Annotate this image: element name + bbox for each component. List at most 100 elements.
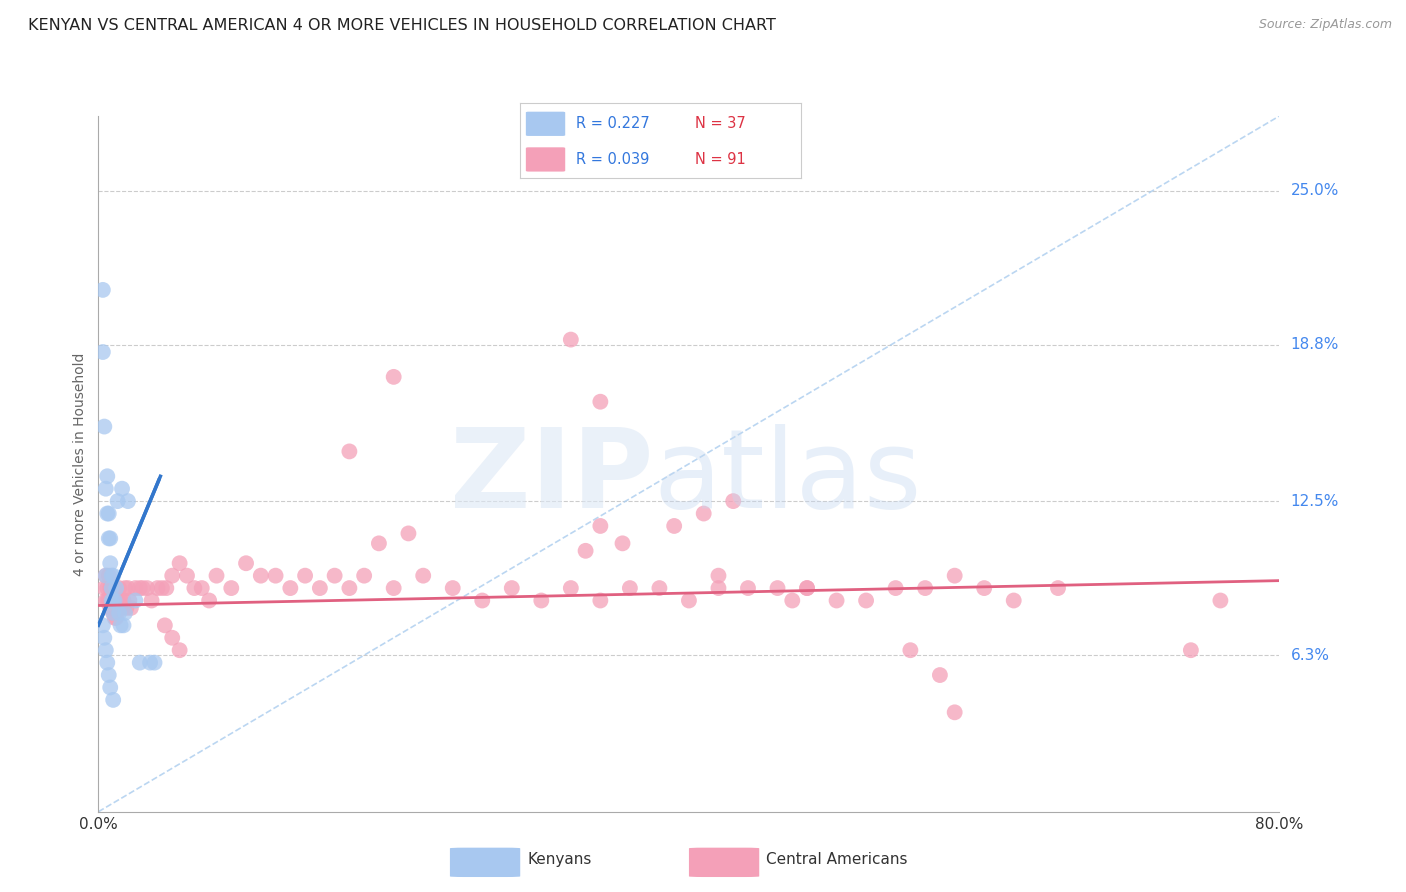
Point: [103, 606, 125, 620]
Point: [693, 507, 716, 521]
Point: [118, 593, 141, 607]
Point: [103, 693, 125, 707]
Point: [96, 593, 118, 607]
Point: [94, 643, 117, 657]
Point: [589, 519, 612, 533]
Point: [91, 345, 114, 359]
Point: [143, 656, 166, 670]
Point: [721, 494, 744, 508]
Point: [100, 568, 122, 582]
Point: [107, 593, 129, 607]
Point: [471, 593, 494, 607]
Point: [176, 568, 198, 582]
Point: [103, 593, 125, 607]
Point: [589, 394, 612, 409]
Point: [104, 611, 127, 625]
Point: [1046, 581, 1069, 595]
Point: [323, 568, 346, 582]
Point: [136, 581, 159, 595]
FancyBboxPatch shape: [689, 847, 759, 877]
Point: [93, 631, 115, 645]
Point: [153, 618, 176, 632]
Point: [107, 494, 129, 508]
Point: [97, 568, 120, 582]
FancyBboxPatch shape: [526, 112, 565, 136]
Point: [155, 581, 177, 595]
FancyBboxPatch shape: [450, 847, 520, 877]
Point: [766, 581, 789, 595]
Point: [114, 581, 136, 595]
Point: [574, 544, 596, 558]
Point: [796, 581, 818, 595]
Point: [108, 606, 131, 620]
Point: [97, 532, 120, 546]
Text: R = 0.227: R = 0.227: [576, 116, 650, 131]
Point: [530, 593, 553, 607]
Point: [162, 568, 183, 582]
Point: [150, 581, 173, 595]
Point: [94, 482, 117, 496]
Point: [100, 601, 122, 615]
Text: N = 37: N = 37: [695, 116, 745, 131]
Point: [973, 581, 995, 595]
Point: [589, 593, 612, 607]
Point: [664, 519, 686, 533]
Point: [112, 593, 135, 607]
Text: 12.5%: 12.5%: [1291, 493, 1339, 508]
Point: [441, 581, 464, 595]
Point: [914, 581, 936, 595]
Point: [100, 581, 122, 595]
Point: [678, 593, 700, 607]
Point: [96, 656, 118, 670]
Point: [900, 643, 922, 657]
Point: [294, 568, 316, 582]
Point: [105, 611, 128, 625]
Point: [91, 283, 114, 297]
Point: [105, 593, 128, 607]
Point: [91, 618, 114, 632]
Point: [98, 601, 121, 615]
Point: [98, 681, 121, 695]
Text: 6.3%: 6.3%: [1291, 648, 1330, 663]
Point: [100, 593, 122, 607]
Point: [353, 568, 375, 582]
Point: [737, 581, 759, 595]
Point: [612, 536, 634, 550]
Point: [1180, 643, 1202, 657]
Point: [117, 494, 139, 508]
Text: Kenyans: Kenyans: [527, 852, 592, 867]
Point: [412, 568, 434, 582]
FancyBboxPatch shape: [526, 147, 565, 171]
Point: [103, 593, 125, 607]
Text: 25.0%: 25.0%: [1291, 183, 1339, 198]
Point: [139, 656, 162, 670]
Point: [337, 444, 360, 458]
Point: [112, 618, 135, 632]
Point: [855, 593, 877, 607]
Point: [128, 656, 150, 670]
Point: [146, 581, 169, 595]
Point: [928, 668, 950, 682]
Point: [124, 593, 146, 607]
Point: [183, 581, 205, 595]
Point: [278, 581, 302, 595]
Point: [560, 581, 582, 595]
Point: [115, 601, 138, 615]
Point: [796, 581, 818, 595]
Text: 18.8%: 18.8%: [1291, 337, 1339, 352]
Point: [943, 568, 966, 582]
Y-axis label: 4 or more Vehicles in Household: 4 or more Vehicles in Household: [73, 352, 87, 575]
Point: [825, 593, 848, 607]
Point: [94, 593, 117, 607]
Point: [103, 606, 125, 620]
Point: [108, 581, 131, 595]
Point: [884, 581, 907, 595]
Point: [943, 706, 966, 720]
Point: [198, 593, 221, 607]
Point: [396, 526, 419, 541]
Point: [219, 581, 242, 595]
Point: [105, 581, 128, 595]
Text: R = 0.039: R = 0.039: [576, 152, 650, 167]
Point: [1002, 593, 1025, 607]
Point: [120, 601, 142, 615]
